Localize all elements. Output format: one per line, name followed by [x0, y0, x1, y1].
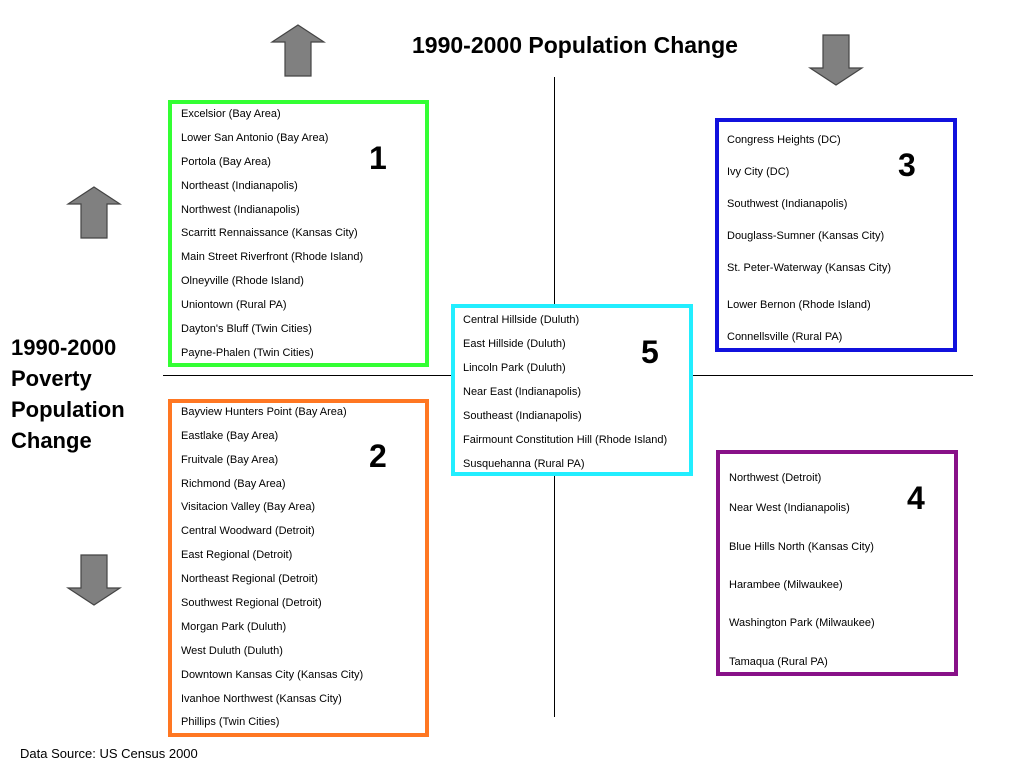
group-2-box: 2 Bayview Hunters Point (Bay Area) Eastl… — [168, 399, 429, 737]
list-item: Eastlake (Bay Area) — [181, 430, 279, 442]
list-item: Central Woodward (Detroit) — [181, 525, 315, 537]
list-item: Northwest (Indianapolis) — [181, 204, 300, 216]
list-item: Portola (Bay Area) — [181, 156, 271, 168]
group-3-box: 3 Congress Heights (DC) Ivy City (DC) So… — [715, 118, 957, 352]
list-item: Lower San Antonio (Bay Area) — [181, 132, 329, 144]
population-decrease-arrow-icon — [808, 34, 864, 86]
poverty-decrease-arrow-icon — [66, 554, 122, 606]
list-item: Fruitvale (Bay Area) — [181, 454, 279, 466]
list-item: Southeast (Indianapolis) — [463, 410, 582, 422]
list-item: Tamaqua (Rural PA) — [729, 656, 828, 668]
y-axis-title-line2: Poverty — [11, 366, 92, 391]
data-source-note: Data Source: US Census 2000 — [20, 746, 198, 761]
group-5-number: 5 — [641, 334, 659, 370]
list-item: Douglass-Sumner (Kansas City) — [727, 230, 885, 242]
list-item: Excelsior (Bay Area) — [181, 108, 281, 120]
group-1-number: 1 — [369, 140, 387, 176]
list-item: Ivy City (DC) — [727, 166, 790, 178]
poverty-increase-arrow-icon — [66, 186, 122, 239]
y-axis-title-line3: Population — [11, 397, 125, 422]
population-increase-arrow-icon — [270, 24, 326, 77]
group-3-number: 3 — [898, 147, 916, 183]
list-item: Main Street Riverfront (Rhode Island) — [181, 251, 364, 263]
list-item: Olneyville (Rhode Island) — [181, 275, 304, 287]
list-item: Near East (Indianapolis) — [463, 386, 582, 398]
list-item: Ivanhoe Northwest (Kansas City) — [181, 693, 342, 705]
list-item: Central Hillside (Duluth) — [463, 314, 580, 326]
y-axis-title: 1990-2000 Poverty Population Change — [11, 332, 161, 456]
list-item: Northeast Regional (Detroit) — [181, 573, 318, 585]
list-item: St. Peter-Waterway (Kansas City) — [727, 262, 892, 274]
list-item: Blue Hills North (Kansas City) — [729, 541, 874, 553]
y-axis-title-line4: Change — [11, 428, 92, 453]
group-4-box: 4 Northwest (Detroit) Near West (Indiana… — [716, 450, 958, 676]
group-2-number: 2 — [369, 438, 387, 474]
list-item: Southwest Regional (Detroit) — [181, 597, 322, 609]
y-axis-title-line1: 1990-2000 — [11, 335, 117, 360]
group-5-box: 5 Central Hillside (Duluth) East Hillsid… — [451, 304, 693, 476]
list-item: Lincoln Park (Duluth) — [463, 362, 566, 374]
list-item: Scarritt Rennaissance (Kansas City) — [181, 227, 358, 239]
list-item: Uniontown (Rural PA) — [181, 299, 287, 311]
list-item: Near West (Indianapolis) — [729, 502, 850, 514]
list-item: West Duluth (Duluth) — [181, 645, 283, 657]
list-item: Southwest (Indianapolis) — [727, 198, 848, 210]
list-item: Visitacion Valley (Bay Area) — [181, 501, 316, 513]
list-item: East Hillside (Duluth) — [463, 338, 566, 350]
list-item: Congress Heights (DC) — [727, 134, 841, 146]
list-item: Phillips (Twin Cities) — [181, 716, 280, 728]
list-item: Fairmount Constitution Hill (Rhode Islan… — [463, 434, 668, 446]
list-item: Harambee (Milwaukee) — [729, 579, 843, 591]
list-item: Payne-Phalen (Twin Cities) — [181, 347, 314, 359]
group-4-number: 4 — [907, 480, 925, 516]
list-item: Downtown Kansas City (Kansas City) — [181, 669, 364, 681]
list-item: Lower Bernon (Rhode Island) — [727, 299, 871, 311]
group-1-box: 1 Excelsior (Bay Area) Lower San Antonio… — [168, 100, 429, 367]
list-item: Morgan Park (Duluth) — [181, 621, 287, 633]
list-item: East Regional (Detroit) — [181, 549, 293, 561]
list-item: Northwest (Detroit) — [729, 472, 822, 484]
list-item: Dayton's Bluff (Twin Cities) — [181, 323, 312, 335]
list-item: Northeast (Indianapolis) — [181, 180, 298, 192]
list-item: Susquehanna (Rural PA) — [463, 458, 585, 470]
chart-title: 1990-2000 Population Change — [412, 32, 738, 58]
list-item: Washington Park (Milwaukee) — [729, 617, 875, 629]
list-item: Connellsville (Rural PA) — [727, 331, 843, 343]
list-item: Richmond (Bay Area) — [181, 478, 286, 490]
list-item: Bayview Hunters Point (Bay Area) — [181, 406, 347, 418]
